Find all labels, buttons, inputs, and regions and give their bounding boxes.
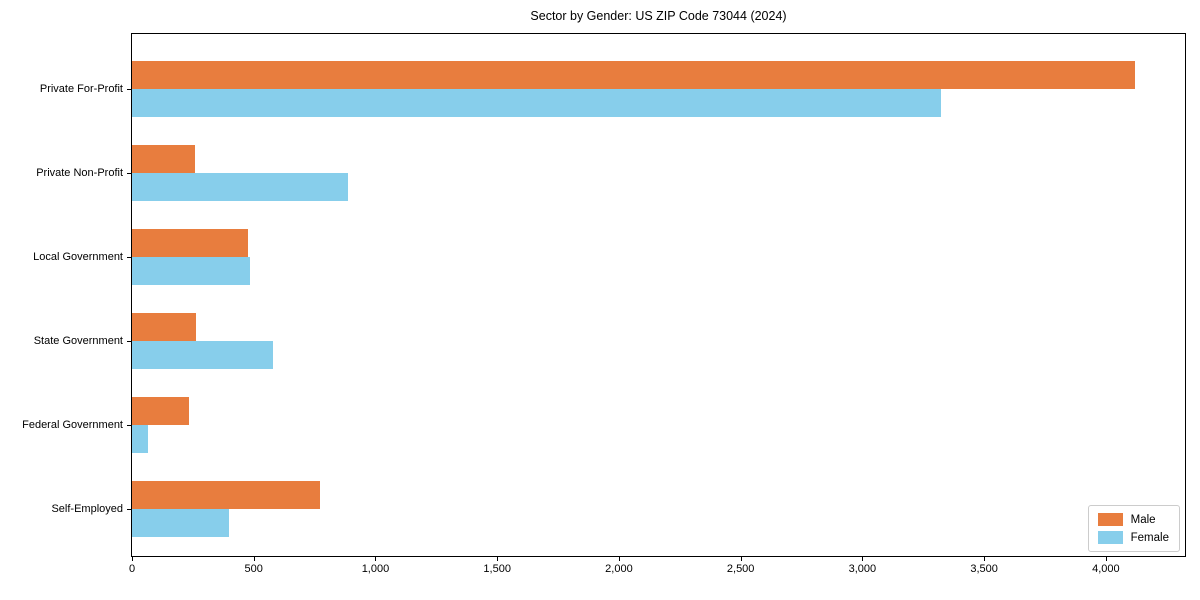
xtick-mark-2000 <box>618 557 620 561</box>
legend-swatch-male <box>1097 513 1123 526</box>
bar-male-private-for-profit <box>132 61 1136 89</box>
bar-male-local-government <box>132 229 248 257</box>
xtick-mark-1500 <box>497 557 499 561</box>
chart-title: Sector by Gender: US ZIP Code 73044 (202… <box>530 9 787 23</box>
ytick-mark-private-for-profit <box>127 89 131 90</box>
xtick-label-4000: 4,000 <box>1092 563 1120 575</box>
ytick-mark-private-non-profit <box>127 173 131 174</box>
xtick-label-2000: 2,000 <box>605 563 633 575</box>
ytick-label-private-non-profit: Private Non-Profit <box>36 167 123 179</box>
bar-female-local-government <box>132 257 251 285</box>
xtick-mark-3000 <box>862 557 864 561</box>
xtick-mark-2500 <box>740 557 742 561</box>
xtick-mark-0 <box>132 557 133 561</box>
xtick-mark-1000 <box>375 557 377 561</box>
xtick-label-1500: 1,500 <box>483 563 511 575</box>
bar-female-private-for-profit <box>132 89 941 117</box>
legend-label-female: Female <box>1130 531 1169 544</box>
bar-male-state-government <box>132 313 197 341</box>
bar-female-private-non-profit <box>132 173 348 201</box>
xtick-label-3000: 3,000 <box>848 563 877 575</box>
xtick-label-0: 0 <box>128 563 136 575</box>
bar-male-federal-government <box>132 397 189 425</box>
legend-label-male: Male <box>1130 513 1156 526</box>
legend-row-male: Male <box>1097 513 1169 526</box>
xtick-label-500: 500 <box>244 563 263 575</box>
bar-male-private-non-profit <box>132 145 196 173</box>
ytick-mark-federal-government <box>127 425 131 426</box>
ytick-label-private-for-profit: Private For-Profit <box>39 83 123 95</box>
xtick-mark-500 <box>253 557 255 561</box>
xtick-label-1000: 1,000 <box>361 563 390 575</box>
ytick-mark-local-government <box>127 257 131 258</box>
ytick-label-federal-government: Federal Government <box>22 419 123 431</box>
bar-female-self-employed <box>132 509 229 537</box>
ytick-mark-state-government <box>127 341 131 342</box>
legend-row-female: Female <box>1097 531 1169 544</box>
xtick-label-2500: 2,500 <box>726 563 755 575</box>
legend-swatch-female <box>1097 531 1123 544</box>
bar-female-state-government <box>132 341 273 369</box>
ytick-mark-self-employed <box>127 509 131 510</box>
plot-area: Male Female <box>131 33 1186 557</box>
bar-male-self-employed <box>132 481 320 509</box>
xtick-mark-4000 <box>1105 557 1107 561</box>
xtick-label-3500: 3,500 <box>970 563 998 575</box>
ytick-label-local-government: Local Government <box>33 251 123 263</box>
ytick-label-state-government: State Government <box>33 335 123 347</box>
bar-female-federal-government <box>132 425 149 453</box>
legend: Male Female <box>1087 505 1180 552</box>
xtick-mark-3500 <box>984 557 986 561</box>
ytick-label-self-employed: Self-Employed <box>51 503 123 515</box>
